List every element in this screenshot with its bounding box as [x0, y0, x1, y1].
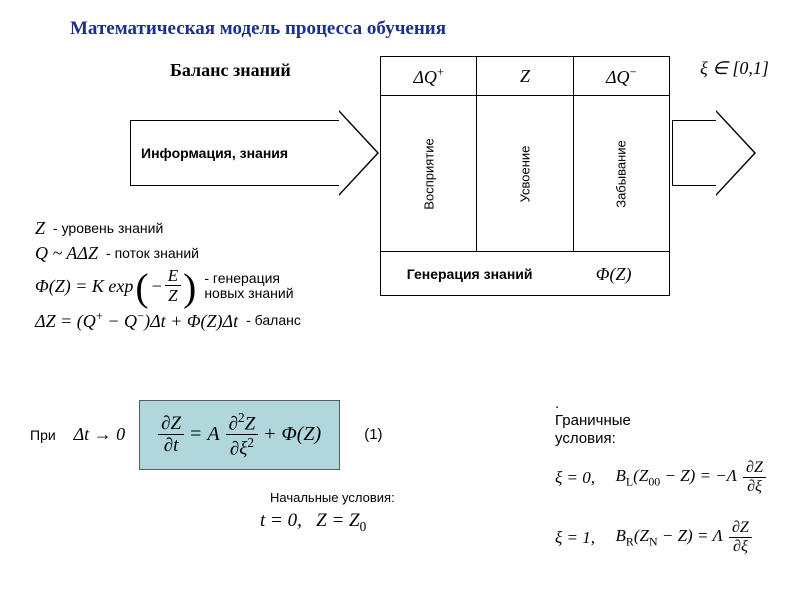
limit-label: При Δt → 0 — [30, 424, 125, 445]
process-diagram: ΔQ+ Z ΔQ− Восприятие Усвоение Забывание … — [380, 56, 670, 296]
label-perception: Восприятие — [421, 138, 436, 209]
generation-row: Генерация знаний Φ(Z) — [381, 251, 669, 297]
input-arrow: Информация, знания — [130, 110, 380, 196]
subtitle: Баланс знаний — [170, 60, 291, 81]
diagram-columns: Восприятие Усвоение Забывание — [381, 96, 669, 251]
initial-conditions-eq: t = 0, Z = Z0 — [260, 510, 366, 535]
arrow-head-icon — [339, 110, 379, 196]
diagram-header: ΔQ+ Z ΔQ− — [381, 57, 669, 96]
def-z: Z - уровень знаний — [35, 218, 301, 239]
boundary-condition-1: ξ = 0, BL(Z00 − Z) = −Λ ∂Z∂ξ — [555, 460, 766, 495]
output-arrow — [672, 110, 762, 196]
main-equation-row: При Δt → 0 ∂Z∂t = A ∂2Z∂ξ2 + Φ(Z) (1) — [30, 400, 383, 470]
output-arrow-shaft — [672, 120, 717, 186]
generation-phi: Φ(Z) — [558, 264, 669, 285]
input-arrow-label: Информация, знания — [130, 120, 340, 186]
definitions: Z - уровень знаний Q ~ AΔZ - поток знани… — [35, 218, 301, 335]
page-title: Математическая модель процесса обучения — [70, 18, 446, 40]
header-qminus: ΔQ− — [574, 57, 669, 95]
def-q: Q ~ AΔZ - поток знаний — [35, 243, 301, 264]
generation-label: Генерация знаний — [381, 267, 558, 282]
label-assimilation: Усвоение — [517, 145, 532, 202]
col-perception: Восприятие — [381, 96, 477, 251]
boundary-title: .Граничныеусловия: — [555, 395, 631, 447]
boundary-condition-2: ξ = 1, BR(ZN − Z) = Λ ∂Z∂ξ — [555, 520, 752, 555]
col-forgetting: Забывание — [574, 96, 669, 251]
header-qplus: ΔQ+ — [381, 57, 477, 95]
xi-range: ξ ∈ [0,1] — [700, 58, 769, 79]
equation-number: (1) — [364, 426, 382, 443]
def-balance: ΔZ = (Q+ − Q−)Δt + Φ(Z)Δt - баланс — [35, 309, 301, 332]
arrow-head-icon — [716, 110, 756, 196]
main-equation: ∂Z∂t = A ∂2Z∂ξ2 + Φ(Z) — [139, 400, 340, 470]
col-assimilation: Усвоение — [477, 96, 573, 251]
initial-conditions-title: Начальные условия: — [270, 490, 395, 505]
def-phi: Φ(Z) = K exp ( − EZ ) - генерацияновых з… — [35, 267, 301, 304]
header-z: Z — [477, 57, 573, 95]
label-forgetting: Забывание — [614, 140, 629, 208]
